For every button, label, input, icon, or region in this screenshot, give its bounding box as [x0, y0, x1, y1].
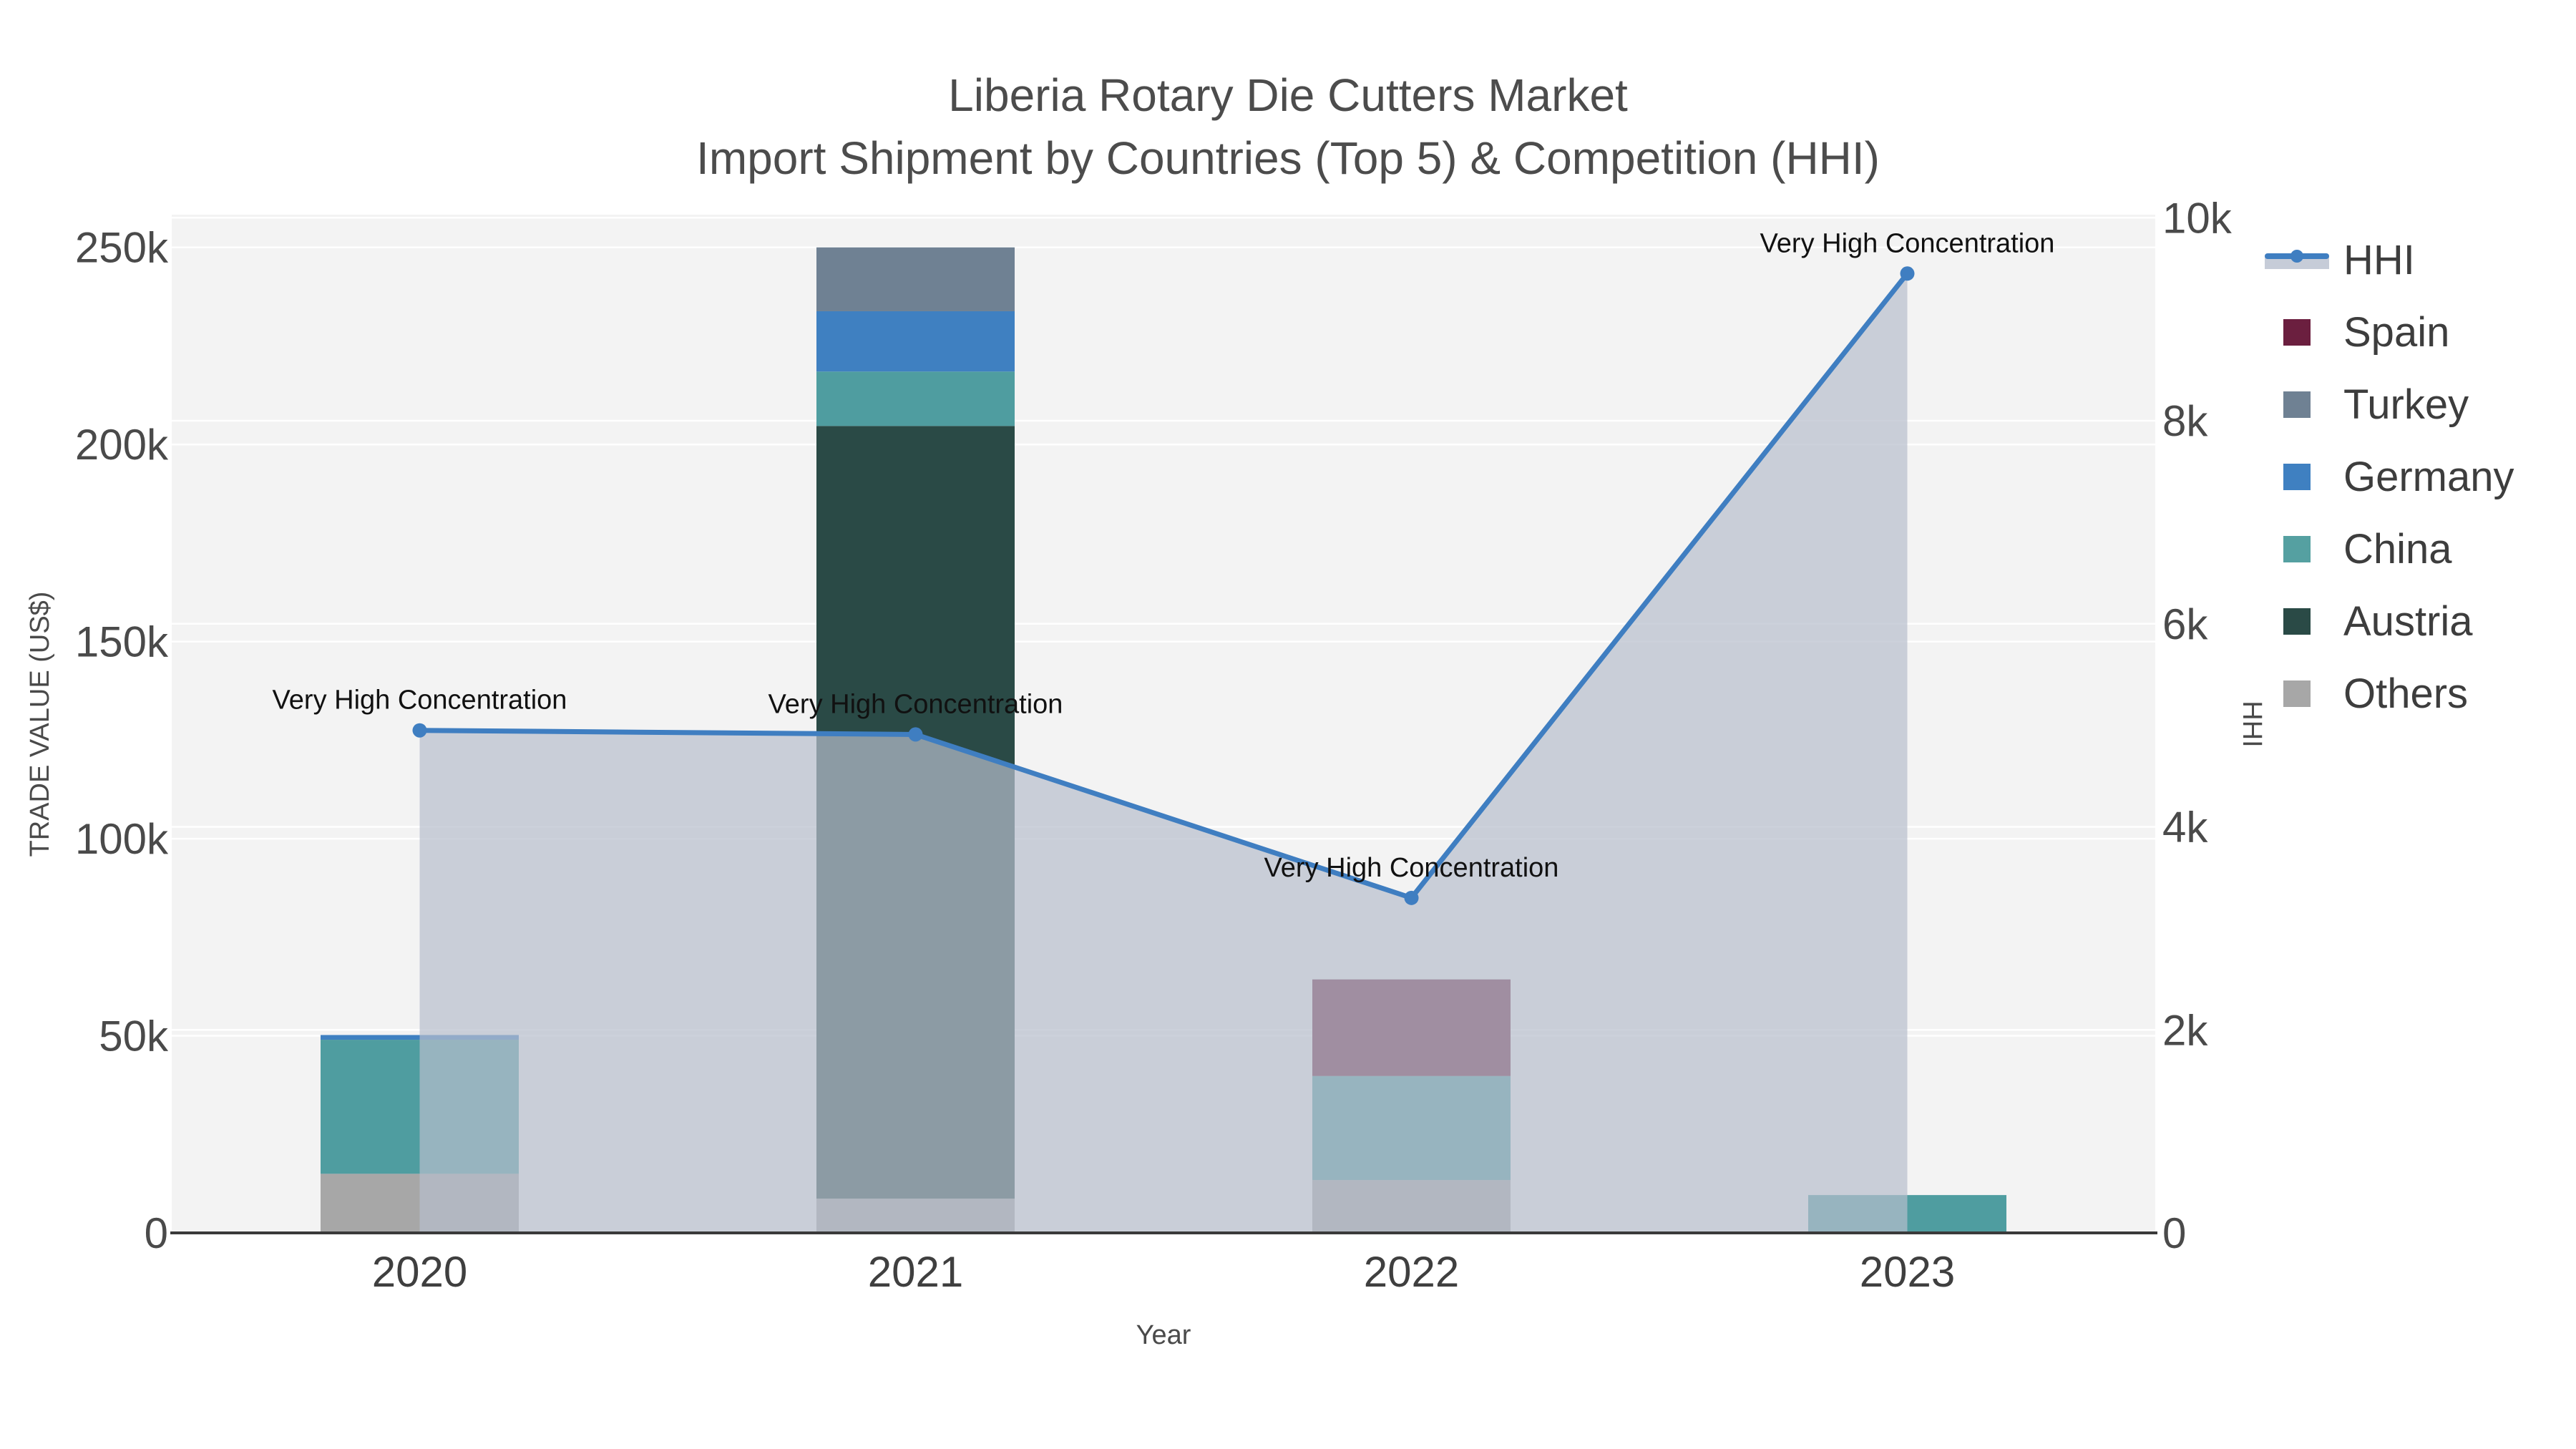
- x-tick-label: 2022: [1364, 1248, 1459, 1296]
- y-axis-title-left: TRADE VALUE (US$): [25, 592, 55, 857]
- x-tick-label: 2021: [868, 1248, 963, 1296]
- legend-label: Others: [2343, 670, 2469, 717]
- china-swatch: [2265, 513, 2329, 585]
- spain-swatch: [2265, 296, 2329, 369]
- bar-segment-turkey-2021[interactable]: [816, 247, 1015, 311]
- germany-swatch: [2265, 441, 2329, 513]
- legend-label: Spain: [2343, 309, 2450, 356]
- x-tick-label: 2020: [372, 1248, 467, 1296]
- legend-item-others[interactable]: Others: [2265, 658, 2514, 730]
- chart-title: Liberia Rotary Die Cutters Market: [948, 69, 1628, 121]
- x-axis-title: Year: [1136, 1320, 1191, 1350]
- left-tick-label: 250k: [75, 224, 169, 272]
- hhi-area-fill: [419, 273, 1908, 1234]
- left-tick-label: 200k: [75, 421, 169, 469]
- legend-item-spain[interactable]: Spain: [2265, 296, 2514, 369]
- hhi-marker-2023[interactable]: [1900, 266, 1915, 281]
- legend-item-china[interactable]: China: [2265, 513, 2514, 585]
- legend-label: Turkey: [2343, 381, 2469, 428]
- legend-label: HHI: [2343, 237, 2415, 283]
- right-tick-label: 8k: [2162, 397, 2208, 445]
- left-tick-label: 50k: [99, 1013, 169, 1060]
- right-tick-label: 2k: [2162, 1006, 2208, 1054]
- legend: HHI Spain Turkey Germany China Austria Others: [2265, 224, 2514, 730]
- annotation: Very High Concentration: [1264, 853, 1559, 883]
- austria-swatch: [2265, 585, 2329, 658]
- x-tick-label: 2023: [1860, 1248, 1955, 1296]
- hhi-line-swatch: [2265, 224, 2329, 296]
- hhi-line[interactable]: [419, 272, 1910, 901]
- left-tick-label: 0: [145, 1209, 168, 1257]
- turkey-swatch: [2265, 369, 2329, 441]
- y-axis-title-right: HHI: [2237, 701, 2267, 747]
- chart-subtitle: Import Shipment by Countries (Top 5) & C…: [696, 132, 1880, 184]
- legend-label: Germany: [2343, 454, 2514, 500]
- right-tick-label: 0: [2162, 1209, 2186, 1257]
- bar-segment-china-2021[interactable]: [816, 371, 1015, 426]
- legend-label: Austria: [2343, 598, 2473, 645]
- annotation: Very High Concentration: [1760, 228, 2055, 258]
- right-tick-label: 10k: [2162, 194, 2233, 242]
- hhi-marker-2020[interactable]: [412, 723, 427, 738]
- others-swatch: [2265, 658, 2329, 730]
- legend-item-turkey[interactable]: Turkey: [2265, 369, 2514, 441]
- legend-item-germany[interactable]: Germany: [2265, 441, 2514, 513]
- left-tick-label: 100k: [75, 815, 169, 863]
- right-tick-label: 4k: [2162, 804, 2208, 852]
- right-tick-label: 6k: [2162, 600, 2208, 648]
- bar-segment-germany-2021[interactable]: [816, 311, 1015, 372]
- hhi-marker-2022[interactable]: [1404, 890, 1419, 905]
- legend-item-austria[interactable]: Austria: [2265, 585, 2514, 658]
- legend-item-hhi[interactable]: HHI: [2265, 224, 2514, 296]
- left-tick-label: 150k: [75, 618, 169, 666]
- annotation: Very High Concentration: [769, 689, 1063, 719]
- hhi-marker-2021[interactable]: [908, 727, 923, 742]
- legend-label: China: [2343, 526, 2452, 572]
- annotation: Very High Concentration: [273, 686, 567, 716]
